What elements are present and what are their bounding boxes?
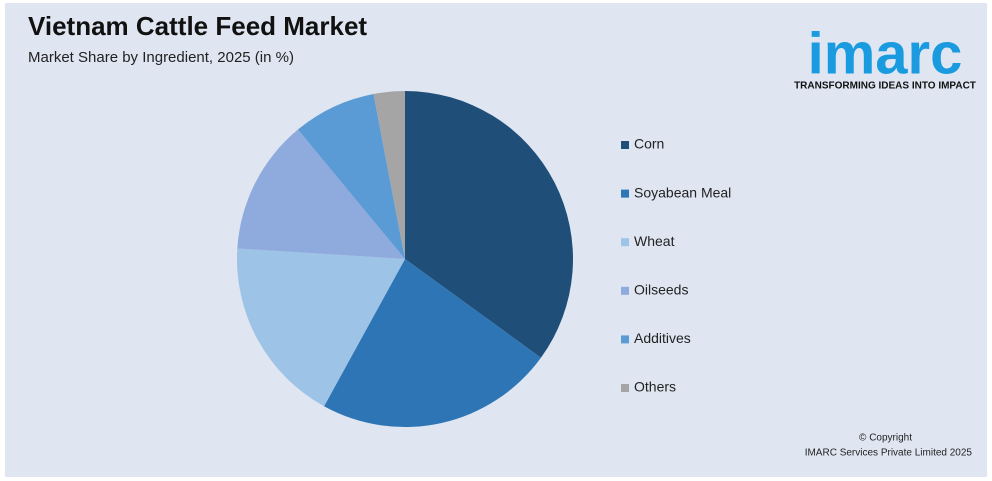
legend-swatch — [621, 335, 629, 344]
legend-label: Soyabean Meal — [634, 184, 731, 200]
pie-slice — [237, 248, 405, 407]
legend-swatch — [621, 286, 629, 295]
legend-label: Additives — [634, 330, 691, 346]
legend-label: Wheat — [634, 233, 675, 249]
copyright: © Copyright — [859, 433, 912, 444]
logo: imarc — [808, 21, 963, 86]
pie-slice — [237, 129, 405, 259]
legend-swatch — [621, 189, 629, 198]
copyright-owner: IMARC Services Private Limited 2025 — [805, 448, 973, 459]
legend-swatch — [621, 384, 629, 392]
pie-slice — [324, 259, 541, 427]
pie-slice — [297, 93, 405, 259]
legend-swatch — [621, 141, 629, 149]
legend-label: Others — [634, 379, 676, 395]
legend-label: Corn — [634, 136, 664, 152]
pie-slice — [405, 91, 573, 358]
legend-swatch — [621, 238, 629, 247]
logo-tagline: TRANSFORMING IDEAS INTO IMPACT — [794, 81, 976, 92]
pie-slice — [373, 91, 405, 259]
chart-title: Vietnam Cattle Feed Market — [28, 11, 367, 41]
chart-subtitle: Market Share by Ingredient, 2025 (in %) — [28, 49, 294, 66]
legend-label: Oilseeds — [634, 282, 688, 298]
